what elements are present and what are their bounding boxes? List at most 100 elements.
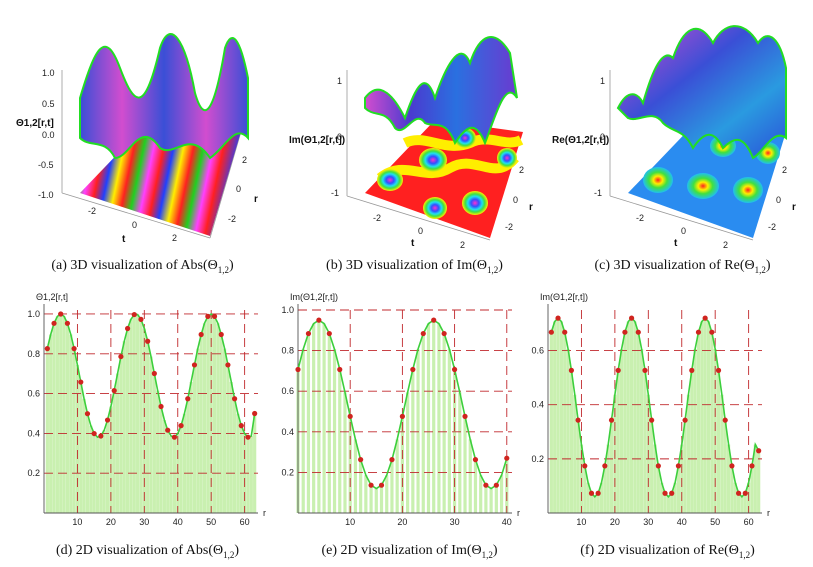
data-bar [740,496,744,513]
t-axis [61,192,211,239]
data-bar [338,369,342,513]
data-point [675,463,682,469]
r-tick: 2 [242,155,247,165]
data-bar [317,320,321,513]
data-point [555,315,561,321]
r-tick: -2 [228,214,236,224]
data-point [238,423,244,429]
t-tick: 2 [172,233,177,243]
data-bar [406,392,410,513]
data-bar [79,382,83,513]
data-bar [693,348,697,513]
data-point [78,379,84,385]
data-point [368,482,374,488]
caption-text: ) [750,543,755,558]
data-bar [379,485,384,513]
data-point [642,367,648,373]
z-tick: 0 [600,132,605,142]
r-tick: 2 [782,165,787,175]
data-point [178,423,184,429]
data-point [58,311,64,317]
data-bar [484,485,488,513]
caption-b: (b) 3D visualization of Im(Θ1,2) [292,258,537,275]
data-bar [222,348,227,513]
data-point [709,329,715,335]
series-line [46,313,256,439]
data-bar [549,332,553,513]
x-tick-label: 20 [397,517,407,527]
surface-mesh [364,36,518,146]
data-point [165,427,171,433]
data-bar [85,413,90,513]
data-bar [583,465,587,513]
data-point [389,457,395,463]
data-point [669,490,675,496]
data-bar [723,420,727,513]
data-bar [152,373,156,513]
caption-text: (f) 2D visualization of Re(Θ [580,543,739,558]
data-bar [82,398,86,513]
data-point [138,316,144,322]
data-point [575,417,581,423]
data-bar [619,348,624,513]
data-bar [750,465,754,513]
data-bar [385,475,389,513]
plot3d-abs: Θ1,2[r,t] 1.0 0.5 0.0 -0.5 -1.0 -2 0 2 t… [10,8,265,248]
data-bar [726,444,731,513]
data-point [735,490,742,496]
z-tick: 0 [337,132,342,142]
data-bar [563,332,567,513]
t-axis [346,195,491,241]
data-point [326,330,332,337]
data-bar [69,334,73,513]
plot2d-re-svg: 0.2 0.4 0.6 10 20 30 40 50 60 Im(Θ1,2[r,t]) r [531,292,770,527]
data-bar [733,482,737,513]
r-axis [209,117,246,239]
data-point [715,367,722,373]
data-bar [499,475,504,513]
data-bar [395,439,399,513]
data-bar [109,406,113,513]
data-bar [219,334,223,513]
data-bar [239,425,243,513]
y-tick-label: 1.0 [27,309,40,319]
data-bar [89,425,93,513]
data-bar [710,332,714,513]
data-point [756,448,762,454]
data-point [145,338,151,344]
y-tick-label: 0.6 [281,386,294,396]
x-axis-label: r [767,508,770,518]
data-bar [45,348,49,513]
caption-text: ) [765,258,771,273]
data-bar [686,394,691,513]
data-bar [172,437,177,513]
r-tick: 0 [513,195,518,205]
data-bar [390,459,394,513]
data-bar [246,437,250,513]
data-bar [189,382,193,513]
r-tick: 0 [776,195,781,205]
data-point [595,490,601,496]
x-tick-label: 40 [173,517,183,527]
series-line [550,316,760,498]
data-bar [186,398,190,513]
data-bar [249,435,253,513]
data-bar [447,349,451,513]
data-bar [743,493,747,513]
data-bar [199,334,203,513]
data-bar [59,313,63,513]
data-point [51,320,57,326]
x-tick-label: 40 [502,517,512,527]
z-tick: 1 [337,76,342,86]
data-bar [364,475,368,513]
plot3d-abs-svg: Θ1,2[r,t] 1.0 0.5 0.0 -0.5 -1.0 -2 0 2 t… [16,33,258,245]
data-bar [129,319,133,513]
data-bar [125,328,130,513]
data-bar [650,420,654,513]
z-tick: 0.5 [42,99,55,109]
data-bar [102,430,106,513]
data-bar [753,444,757,513]
data-point [91,430,97,437]
data-point [198,331,204,338]
data-bar [55,316,59,513]
